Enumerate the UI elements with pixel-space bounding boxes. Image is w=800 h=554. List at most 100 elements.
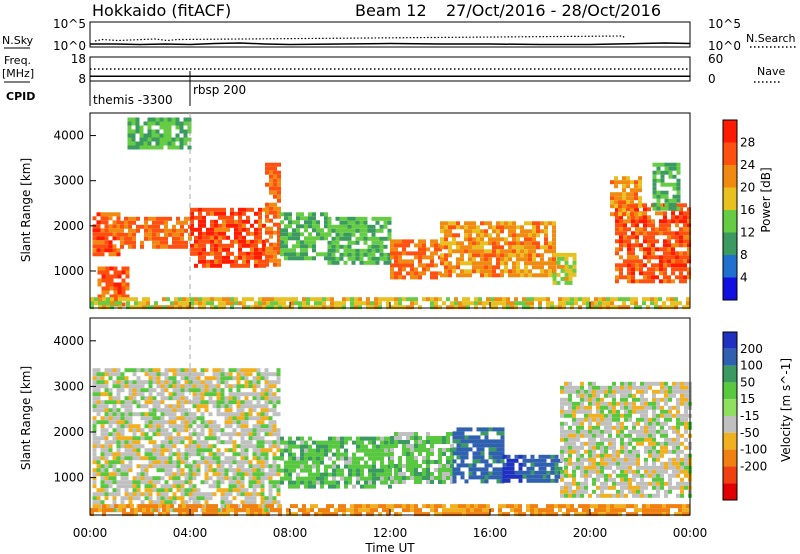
power-cells-cell-14-64 xyxy=(198,297,202,302)
power-cells-cell-10-69 xyxy=(631,251,635,256)
vel-cells-cell-7-57 xyxy=(194,504,198,509)
vel-cells-cell-2-24 xyxy=(398,464,402,468)
vel-cells-cell-3-65 xyxy=(476,451,481,456)
vel-cells-cell-0-471 xyxy=(156,464,161,469)
vel-cells-cell-0-433 xyxy=(152,416,157,421)
power-cells-cell-0-61 xyxy=(116,228,121,233)
power-cells-cell-13-82 xyxy=(175,125,180,130)
power-cells-cell-10-281 xyxy=(687,223,691,228)
power-cells-cell-14-338 xyxy=(654,301,658,306)
vel-cells-cell-0-80 xyxy=(100,476,105,481)
power-cells-cell-10-186 xyxy=(663,243,667,248)
vel-cells-cell-2-132 xyxy=(442,472,446,476)
vel-cells-cell-6-667 xyxy=(676,441,680,446)
vel-cells-cell-6-427 xyxy=(632,453,636,458)
vel-cells-cell-0-378 xyxy=(144,436,149,441)
power-cells-cell-2-136 xyxy=(234,259,238,264)
power-cells-cell-12-61 xyxy=(676,198,681,203)
vel-cells-cell-4-2 xyxy=(502,466,507,471)
vel-cells-cell-0-389 xyxy=(144,492,149,497)
power-cells-cell-1-79 xyxy=(172,224,176,229)
power-cells-cell-2-116 xyxy=(226,255,230,260)
vel-cells-cell-1-53 xyxy=(300,460,304,465)
vel-cells-cell-2-122 xyxy=(438,468,442,472)
vel-cells-cell-3-89 xyxy=(484,467,489,472)
vel-cells-cell-0-1203 xyxy=(260,472,265,477)
vel-cells-cell-4-12 xyxy=(506,478,511,483)
vel-cells-cell-1-125 xyxy=(328,464,332,469)
vel-cells-cell-2-15 xyxy=(394,468,398,472)
power-cells-cell-14-304 xyxy=(598,297,602,302)
vel-cells-cell-0-797 xyxy=(204,376,209,381)
vel-cells-cell-2-61 xyxy=(414,436,418,440)
vel-cells-cell-0-207 xyxy=(120,380,125,385)
vel-cells-cell-6-37 xyxy=(564,461,568,466)
vel-cells-cell-6-462 xyxy=(640,397,644,402)
vel-cells-cell-6-348 xyxy=(620,421,624,426)
vel-cells-cell-1-7 xyxy=(280,480,284,485)
vel-cells-cell-6-217 xyxy=(596,433,600,438)
power-cells-cell-14-1 xyxy=(90,301,94,306)
vel-cells-cell-0-106 xyxy=(104,456,109,461)
power-cells-cell-5-52 xyxy=(300,240,304,245)
power-cells-cell-8-287 xyxy=(540,261,544,266)
vel-cells-cell-0-249 xyxy=(124,448,129,453)
power-cells-cell-10-234 xyxy=(675,239,679,244)
vel-cells-cell-0-146 xyxy=(112,372,117,377)
vel-cells-cell-6-563 xyxy=(656,465,660,470)
vel-cells-cell-6-590 xyxy=(660,477,664,482)
vel-cells-cell-0-527 xyxy=(164,456,169,461)
vel-cells-cell-6-434 xyxy=(632,489,636,494)
vel-cells-cell-3-41 xyxy=(464,479,469,484)
vel-cells-cell-4-10 xyxy=(506,470,511,475)
vel-cells-cell-3-113 xyxy=(496,431,501,436)
power-cells-cell-10-245 xyxy=(679,215,683,220)
vel-cells-cell-7-13 xyxy=(122,504,126,509)
power-cells-cell-2-147 xyxy=(238,243,242,248)
power-cells-cell-8-28 xyxy=(448,245,452,250)
vel-cells-cell-0-11 xyxy=(92,416,97,421)
noise-left-tick-bottom: 10^0 xyxy=(53,39,86,53)
power-cells-cell-5-102 xyxy=(324,236,328,241)
vel-cells-cell-7-38 xyxy=(162,508,166,513)
vel-cells-cell-2-86 xyxy=(422,468,426,472)
vel-cells-cell-1-122 xyxy=(328,444,332,449)
vel-cells-cell-1-103 xyxy=(320,448,324,453)
vel-cells-cell-6-205 xyxy=(596,385,600,390)
vel-cells-cell-3-127 xyxy=(500,439,505,444)
vel-cells-cell-6-546 xyxy=(652,477,656,482)
vel-cells-cell-6-689 xyxy=(680,441,684,446)
power-cells-cell-6-11 xyxy=(331,224,336,229)
vel-cells-cell-0-503 xyxy=(160,476,165,481)
vel-cells-cell-5-22 xyxy=(538,454,543,459)
power-cells-cell-3-18 xyxy=(269,166,273,171)
vel-cells-cell-0-630 xyxy=(180,376,185,381)
vel-cells-cell-0-208 xyxy=(120,384,125,389)
power-cells-cell-14-202 xyxy=(418,305,422,310)
power-cells-cell-14-83 xyxy=(226,297,230,302)
power-cells-cell-7-7 xyxy=(390,271,394,276)
power-cells-cell-10-48 xyxy=(627,239,631,244)
power-cells-cell-7-20 xyxy=(398,251,402,256)
vel-cells-cell-3-85 xyxy=(484,439,489,444)
power-cells-cell-10-280 xyxy=(687,219,691,224)
power-cells-cell-14-116 xyxy=(278,301,282,306)
vel-cells-cell-1-85 xyxy=(312,464,316,469)
vel-cells-cell-6-187 xyxy=(592,401,596,406)
power-cells-cell-9-17 xyxy=(564,252,569,257)
power-cells-cell-13-88 xyxy=(179,129,184,134)
power-colorbar-tick-2: 12 xyxy=(740,226,755,240)
power-cells-cell-10-144 xyxy=(651,235,655,240)
vel-cells-cell-6-475 xyxy=(640,477,644,482)
power-cells-cell-2-155 xyxy=(242,223,246,228)
vel-cells-cell-2-79 xyxy=(418,476,422,480)
power-cells-cell-9-24 xyxy=(564,280,569,285)
vel-cells-cell-0-151 xyxy=(112,404,117,409)
power-cells-cell-10-169 xyxy=(659,227,663,232)
vel-cells-cell-3-67 xyxy=(476,459,481,464)
vel-cells-cell-1-74 xyxy=(308,464,312,469)
power-cells-cell-2-43 xyxy=(202,255,206,260)
vel-cells-cell-7-18 xyxy=(130,504,134,509)
vel-cells-cell-0-848 xyxy=(212,372,217,377)
power-cells-cell-1-25 xyxy=(132,236,136,241)
